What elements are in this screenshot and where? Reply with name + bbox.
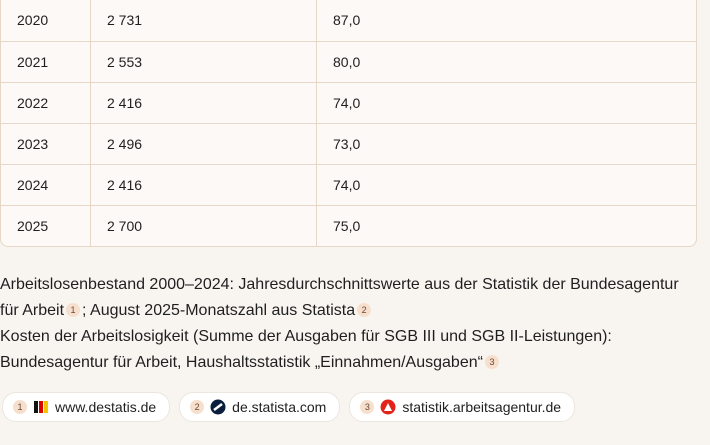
- source-chip[interactable]: 1 www.destatis.de: [2, 392, 171, 422]
- favicon: [210, 399, 226, 415]
- table-cell: 2023: [1, 123, 91, 165]
- table-cell: 74,0: [316, 164, 696, 206]
- table-row: 2024 2 416 74,0: [1, 164, 696, 206]
- note-text: Kosten der Arbeitslosigkeit (Summe der A…: [0, 328, 612, 371]
- table-row: 2021 2 553 80,0: [1, 41, 696, 83]
- table-cell: 2020: [17, 12, 49, 28]
- source-notes: Arbeitslosenbestand 2000–2024: Jahresdur…: [0, 272, 690, 376]
- source-label: de.statista.com: [232, 399, 327, 415]
- note: Kosten der Arbeitslosigkeit (Summe der A…: [0, 324, 690, 376]
- table-cell: 75,0: [316, 205, 696, 246]
- note: Arbeitslosenbestand 2000–2024: Jahresdur…: [0, 272, 690, 324]
- table-cell: 2024: [1, 164, 91, 206]
- table-cell: 74,0: [316, 82, 696, 124]
- source-chip[interactable]: 3 statistik.arbeitsagentur.de: [349, 392, 576, 422]
- table-row: 2025 2 700 75,0: [1, 205, 696, 246]
- citation[interactable]: 2: [357, 303, 372, 317]
- data-table: 2020 2 731 87,0 2021 2 553 80,0 2022 2 416 74,0 2…: [0, 0, 697, 247]
- table-cell: 2 731: [90, 0, 317, 42]
- source-chips: 1 www.destatis.de 2 de.statista.com 3 st…: [2, 392, 576, 422]
- table-cell: 2022: [1, 82, 91, 124]
- table-cell: 87,0: [316, 0, 696, 42]
- table-cell: 2021: [1, 41, 91, 83]
- table-row: 2022 2 416 74,0: [1, 82, 696, 124]
- source-chip[interactable]: 2 de.statista.com: [179, 392, 341, 422]
- source-number: 3: [360, 400, 375, 414]
- source-label: statistik.arbeitsagentur.de: [402, 399, 562, 415]
- citation[interactable]: 1: [66, 303, 81, 317]
- source-label: www.destatis.de: [55, 399, 157, 415]
- note-text: ; August 2025-Monatszahl aus Statista: [82, 302, 356, 319]
- table-cell: 2 416: [90, 164, 317, 206]
- table-cell: 80,0: [316, 41, 696, 83]
- table-cell: 2 416: [90, 82, 317, 124]
- favicon: [34, 401, 48, 413]
- table-cell: 2 496: [90, 123, 317, 165]
- table-row: 2023 2 496 73,0: [1, 123, 696, 165]
- table-cell: 2 700: [90, 205, 317, 246]
- table-cell: 2 553: [90, 41, 317, 83]
- favicon: [380, 399, 396, 415]
- table-cell: 2025: [1, 205, 91, 246]
- note-text: Arbeitslosenbestand 2000–2024: Jahresdur…: [0, 276, 679, 319]
- table-cell: 73,0: [316, 123, 696, 165]
- citation[interactable]: 3: [484, 355, 499, 369]
- table-row: 2020 2 731 87,0: [1, 0, 696, 42]
- source-number: 2: [190, 400, 205, 414]
- source-number: 1: [13, 400, 27, 414]
